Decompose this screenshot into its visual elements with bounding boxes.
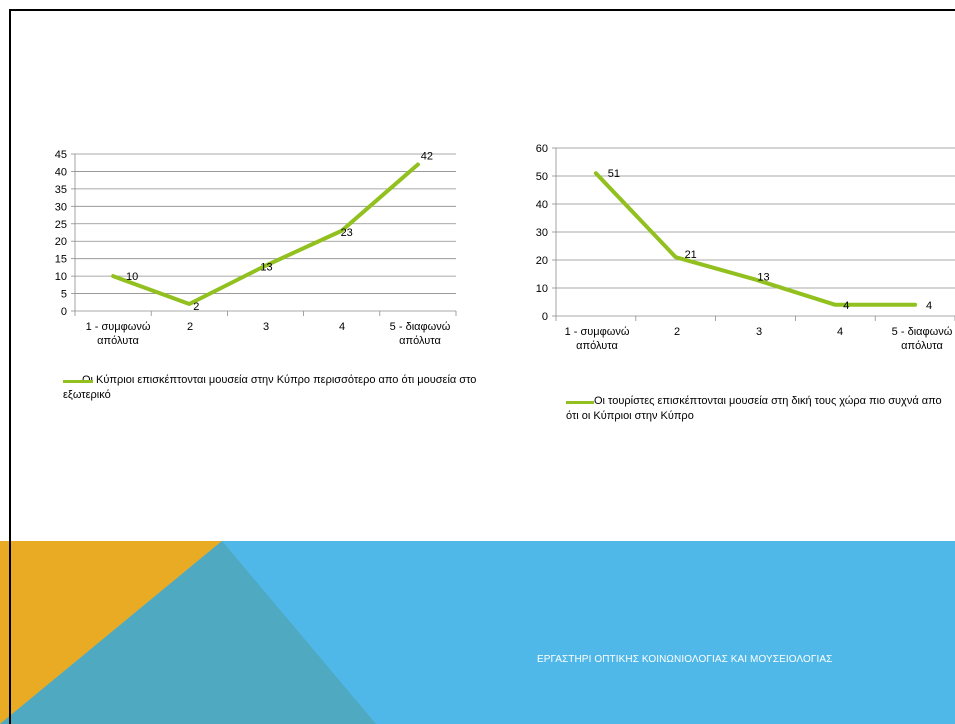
right-data-label: 13 [757,272,769,284]
left-y-tick-label: 0 [61,306,67,318]
legend-right-swatch [566,401,594,404]
right-x-tick-label: 2 [674,326,680,338]
legend-left: Οι Κύπριοι επισκέπτονται μουσεία στην Κύ… [63,373,483,403]
left-x-tick-label: 1 - συμφωνώ απόλυτα [86,321,151,347]
right-y-tick-label: 30 [536,227,548,239]
left-data-label: 10 [126,271,138,283]
legend-right: Οι τουρίστες επισκέπτονται μουσεία στη δ… [566,394,946,424]
right-x-tick-label: 4 [837,326,843,338]
right-y-tick-label: 10 [536,283,548,295]
left-y-tick-label: 40 [55,166,67,178]
right-data-label: 51 [608,168,620,180]
left-x-tick-label: 2 [187,321,193,333]
left-data-label: 2 [193,301,199,313]
right-y-tick-label: 40 [536,199,548,211]
right-x-tick-label: 1 - συμφωνώ απόλυτα [565,326,630,352]
right-y-tick-label: 20 [536,255,548,267]
right-series-line [593,171,918,307]
left-y-tick-label: 30 [55,201,67,213]
footer-teal-triangle [0,541,376,724]
right-data-label: 4 [843,300,849,312]
legend-left-label: Οι Κύπριοι επισκέπτονται μουσεία στην Κύ… [63,374,477,401]
footer-text: ΕΡΓΑΣΤΗΡΙ ΟΠΤΙΚΗΣ ΚΟΙΝΩΝΙΟΛΟΓΙΑΣ ΚΑΙ ΜΟΥ… [537,654,833,665]
right-x-tick-label: 3 [756,326,762,338]
left-y-tick-label: 45 [55,149,67,161]
legend-left-swatch [63,380,93,383]
left-y-tick-label: 35 [55,184,67,196]
right-data-label: 4 [926,300,932,312]
left-y-tick-label: 20 [55,236,67,248]
left-x-tick-label: 3 [263,321,269,333]
left-data-label: 42 [421,150,433,162]
footer-band [0,541,955,724]
legend-right-label: Οι τουρίστες επισκέπτονται μουσεία στη δ… [566,395,942,422]
left-y-tick-label: 10 [55,271,67,283]
right-x-tick-label: 5 - διαφωνώ απόλυτα [892,326,953,352]
left-x-tick-label: 5 - διαφωνώ απόλυτα [390,321,451,347]
right-data-label: 21 [685,249,697,261]
left-data-label: 23 [341,227,353,239]
left-x-tick-label: 4 [339,321,345,333]
left-y-tick-label: 15 [55,254,67,266]
left-y-tick-label: 25 [55,219,67,231]
left-data-label: 13 [260,262,272,274]
right-y-tick-label: 60 [536,143,548,155]
right-y-tick-label: 0 [542,311,548,323]
right-y-tick-label: 50 [536,171,548,183]
left-y-tick-label: 5 [61,289,67,301]
